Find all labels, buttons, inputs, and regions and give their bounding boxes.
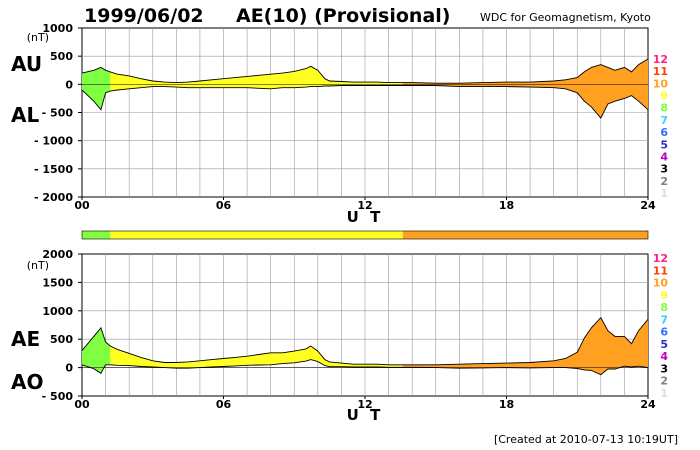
x-tick-label: 06	[216, 199, 232, 212]
activity-fill-segment	[82, 67, 111, 110]
y-tick-label: - 500	[42, 390, 74, 403]
activity-fill-segment	[110, 66, 403, 92]
x-tick-label: 12	[357, 398, 372, 411]
level-legend-item: 7	[660, 114, 668, 127]
level-legend-item: 7	[660, 313, 668, 326]
y-tick-label: - 1500	[34, 163, 73, 176]
activity-bar-segment	[402, 231, 648, 239]
chart-title: AE(10) (Provisional)	[236, 5, 450, 27]
activity-fill-segment	[110, 346, 403, 369]
date-label: 1999/06/02	[84, 5, 204, 27]
ao-label: AO	[11, 370, 43, 394]
activity-bar-frame	[81, 230, 649, 240]
x-tick-label: 18	[499, 199, 514, 212]
y-tick-label: 1500	[42, 276, 73, 289]
x-tick-label: 00	[74, 199, 90, 212]
level-legend-item: 2	[660, 175, 668, 188]
y-tick-label: 1000	[42, 22, 73, 35]
y-tick-label: 500	[50, 50, 73, 63]
level-legend-item: 9	[660, 90, 668, 103]
au-label: AU	[11, 52, 42, 76]
series-line-ae	[81, 316, 649, 366]
y-tick-label: 1000	[42, 305, 73, 318]
level-legend-item: 9	[660, 289, 668, 302]
level-legend-item: 4	[660, 350, 668, 363]
ae-ao-y-ticks: 2000 1500 1000 500 0 - 500	[42, 248, 82, 403]
au-al-marks	[81, 58, 649, 119]
activity-fill-segment	[402, 59, 648, 119]
level-legend-item: 6	[660, 326, 668, 339]
ae-ao-panel: 2000 1500 1000 500 0 - 500 00 06 12 18 24 (nT) AE…	[11, 248, 656, 424]
ae-ao-x-ticks: 00 06 12 18 24	[74, 396, 656, 411]
level-legend-item: 8	[660, 102, 668, 115]
level-legend-item: 8	[660, 301, 668, 314]
y-tick-label: - 500	[42, 107, 74, 120]
au-al-unit-label: (nT)	[27, 31, 49, 44]
level-legend-item: 12	[653, 252, 668, 265]
ae-ao-x-axis-label: U T	[347, 406, 384, 424]
source-label: WDC for Geomagnetism, Kyoto	[480, 11, 651, 24]
x-tick-label: 06	[216, 398, 232, 411]
al-label: AL	[11, 103, 39, 127]
ae-label: AE	[11, 327, 40, 351]
level-legend-item: 11	[653, 264, 668, 277]
y-tick-label: 0	[65, 362, 73, 375]
au-al-grid	[82, 28, 648, 197]
x-tick-label: 18	[499, 398, 514, 411]
ae-ao-marks	[81, 316, 649, 376]
series-line-ao	[81, 359, 649, 376]
au-al-panel: 1000 500 0 - 500 - 1000 - 1500 - 2000 00 06 12 18…	[11, 22, 656, 226]
level-legend-item: 2	[660, 375, 668, 388]
au-al-x-ticks: 00 06 12 18 24	[74, 197, 656, 212]
activity-level-bar	[81, 230, 649, 240]
au-al-x-axis-label: U T	[347, 208, 384, 226]
level-legend-item: 10	[653, 77, 669, 90]
x-tick-label: 12	[357, 199, 372, 212]
activity-bar-segment	[110, 231, 403, 239]
ae-ao-grid	[82, 254, 648, 396]
level-legend-item: 6	[660, 126, 668, 139]
au-al-y-ticks: 1000 500 0 - 500 - 1000 - 1500 - 2000	[34, 22, 82, 204]
x-tick-label: 24	[640, 199, 656, 212]
activity-fill-segment	[82, 327, 111, 374]
series-line-al	[81, 85, 649, 119]
y-tick-label: 500	[50, 333, 73, 346]
level-legend-item: 5	[660, 138, 668, 151]
y-tick-label: - 2000	[34, 191, 73, 204]
level-legend-item: 1	[660, 387, 668, 400]
y-tick-label: 0	[65, 78, 73, 91]
level-legend-item: 10	[653, 277, 669, 290]
y-tick-label: - 1000	[34, 135, 73, 148]
level-legend-item: 3	[660, 362, 668, 375]
y-tick-label: 2000	[42, 248, 73, 261]
ae-ao-unit-label: (nT)	[27, 259, 49, 272]
level-legend-item: 12	[653, 53, 668, 66]
activity-fill-segment	[402, 317, 648, 375]
activity-bar-segment	[82, 231, 111, 239]
x-tick-label: 24	[640, 398, 656, 411]
level-legend-item: 11	[653, 65, 668, 78]
created-timestamp: [Created at 2010-07-13 10:19UT]	[494, 433, 678, 446]
level-legend-item: 3	[660, 163, 668, 176]
series-line-au	[81, 58, 649, 84]
x-tick-label: 00	[74, 398, 90, 411]
level-legend-item: 5	[660, 338, 668, 351]
level-legend-item: 1	[660, 187, 668, 200]
level-legend-item: 4	[660, 150, 668, 163]
